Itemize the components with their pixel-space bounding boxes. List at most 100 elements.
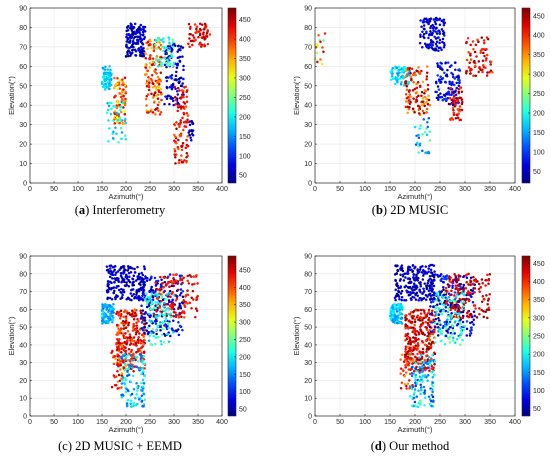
scatter-point [418,289,421,292]
scatter-point [469,43,472,47]
scatter-point [478,65,481,69]
scatter-point [474,307,477,310]
scatter-point [188,133,191,137]
scatter-point [115,116,119,119]
scatter-point [168,49,171,52]
scatter-point [107,104,111,108]
scatter-point [436,62,439,65]
scatter-point [397,65,401,69]
scatter-point [439,279,442,282]
colorbar-tick-label: 150 [239,134,251,141]
scatter-point [160,93,163,96]
scatter-point [157,90,161,94]
scatter-point [141,299,145,302]
scatter-point [133,397,137,400]
scatter-point [413,320,417,324]
scatter-point [436,273,439,277]
scatter-point [451,339,455,342]
scatter-point [141,48,144,52]
scatter-point [172,293,175,297]
scatter-point [118,317,122,320]
scatter-point [132,369,135,373]
scatter-point [398,304,402,308]
scatter-point [442,41,446,45]
scatter-point [131,339,134,343]
scatter-point [411,264,415,267]
scatter-point [448,320,452,324]
scatter-point [430,285,434,288]
scatter-point [479,286,483,289]
scatter-point [403,81,407,84]
scatter-point [179,288,183,291]
scatter-point [169,295,172,298]
colorbar-tick-label: 50 [533,406,541,413]
scatter-point [101,322,104,325]
scatter-points [100,22,212,165]
scatter-point [448,284,451,288]
x-tick-label: 50 [50,419,58,426]
scatter-point [430,263,434,267]
scatter-point [160,342,163,346]
colorbar-tick-label: 50 [239,407,247,414]
scatter-point [428,275,432,278]
y-tick-label: 40 [304,103,312,110]
scatter-point [141,345,144,348]
y-tick-label: 70 [19,289,27,296]
scatter-point [465,58,469,62]
scatter-point [426,334,429,338]
scatter-point [469,52,472,55]
scatter-point [450,116,453,120]
scatter-point [119,291,122,294]
scatter-point [139,341,143,345]
scatter-point [487,308,491,311]
scatter-point [155,332,158,336]
scatter-point [173,133,176,137]
scatter-point [428,139,432,142]
scatter-point [419,33,422,37]
scatter-point [168,38,171,42]
scatter-point [178,89,181,92]
scatter-point [181,116,184,120]
scatter-point [415,395,419,398]
colorbar-tick-label: 450 [239,267,251,274]
scatter-point [129,292,132,295]
scatter-point [124,117,127,121]
scatter-point [439,46,442,50]
scatter-point [427,347,430,350]
scatter-point [121,277,124,281]
scatter-point [395,308,398,311]
scatter-point [445,297,448,301]
y-tick-label: 90 [19,6,27,13]
scatter-point [158,306,162,309]
y-tick-label: 80 [19,25,27,32]
scatter-point [429,305,432,308]
scatter-point [442,277,446,281]
scatter-point [430,371,433,374]
scatter-point [174,282,178,285]
scatter-point [185,151,189,155]
scatter-point [431,381,434,385]
scatter-point [420,355,424,359]
scatter-point [457,316,460,320]
scatter-point [106,306,109,309]
scatter-point [466,310,470,313]
scatter-points [100,264,200,408]
scatter-point [135,393,138,396]
x-tick-label: 400 [509,419,521,426]
scatter-point [179,307,183,310]
scatter-point [423,95,427,99]
scatter-point [119,309,123,312]
scatter-point [138,27,142,30]
scatter-point [192,298,195,301]
scatter-point [151,96,155,99]
scatter-point [409,95,412,99]
scatter-point [165,298,168,301]
scatter-point [130,315,134,318]
scatter-point [458,109,461,113]
scatter-point [164,283,168,286]
scatter-point [144,63,147,67]
scatter-point [163,102,166,106]
scatter-point [133,271,137,274]
scatter-point [150,275,153,279]
scatter-point [149,308,153,311]
